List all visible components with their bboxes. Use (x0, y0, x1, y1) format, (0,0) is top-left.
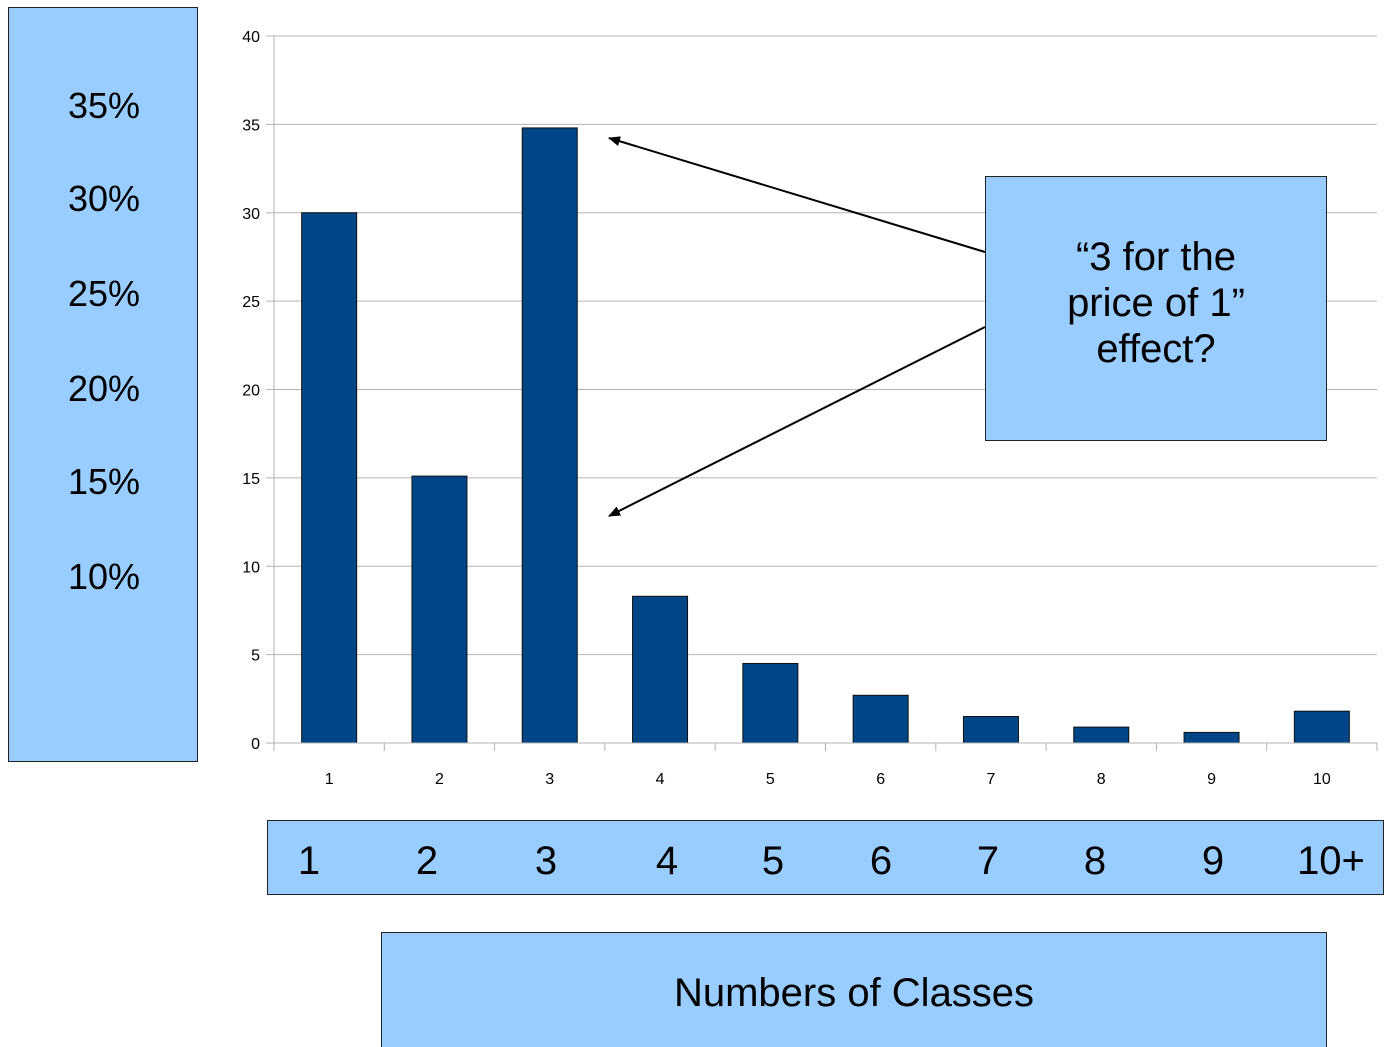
bar-9 (1183, 731, 1240, 744)
bar-1 (301, 212, 358, 744)
category-label: 7 (976, 839, 1000, 883)
bar-7 (962, 715, 1019, 744)
axes (266, 35, 1378, 751)
category-label: 6 (869, 839, 893, 883)
category-label: 3 (534, 839, 558, 883)
percent-label: 25% (67, 273, 141, 314)
category-label: 4 (655, 839, 679, 883)
y-tick-label: 35 (242, 117, 260, 134)
bars (301, 127, 1350, 744)
x-tick-label: 8 (1097, 771, 1106, 788)
category-label: 1 (297, 839, 321, 883)
y-tick-label: 20 (242, 383, 260, 400)
annotation-text: “3 for the price of 1” effect? (1067, 235, 1245, 371)
y-tick-label: 30 (242, 206, 260, 223)
bar-2 (411, 475, 468, 744)
percent-label: 35% (67, 85, 141, 126)
x-tick-label: 7 (986, 771, 995, 788)
annotation-box: “3 for the price of 1” effect? (985, 176, 1327, 441)
x-tick-label: 1 (325, 771, 334, 788)
category-label: 10+ (1297, 839, 1365, 883)
percent-label: 15% (67, 461, 141, 502)
y-tick-label: 0 (251, 736, 260, 753)
bar-4 (632, 595, 689, 744)
x-tick-label: 6 (876, 771, 885, 788)
x-tick-label: 4 (656, 771, 665, 788)
y-tick-label: 15 (242, 471, 260, 488)
x-tick-label: 5 (766, 771, 775, 788)
bar-10 (1293, 710, 1350, 744)
x-tick-label: 10 (1313, 771, 1331, 788)
y-tick-label: 25 (242, 294, 260, 311)
y-tick-label: 40 (242, 29, 260, 46)
bar-6 (852, 694, 909, 744)
bar-3 (521, 127, 578, 744)
x-tick-label: 3 (545, 771, 554, 788)
percent-label: 10% (67, 556, 141, 597)
category-scale-box: 1 2 3 4 5 6 7 8 9 10+ (267, 820, 1384, 895)
percent-label: 20% (67, 368, 141, 409)
x-tick-label: 2 (435, 771, 444, 788)
category-label: 8 (1083, 839, 1107, 883)
y-tick-label: 5 (251, 648, 260, 665)
percent-scale-box: 35% 30% 25% 20% 15% 10% (8, 7, 198, 762)
bar-8 (1073, 726, 1130, 744)
category-label: 9 (1201, 839, 1225, 883)
y-tick-label: 10 (242, 559, 260, 576)
tick-labels: 0 5 10 15 20 25 30 35 40 1 2 3 4 5 6 7 8 9 10 (242, 29, 1331, 788)
bar-5 (742, 662, 799, 744)
x-axis-title: Numbers of Classes (673, 971, 1035, 1015)
x-axis-title-box: Numbers of Classes (381, 932, 1327, 1047)
x-tick-label: 9 (1207, 771, 1216, 788)
percent-label: 30% (67, 178, 141, 219)
category-label: 2 (415, 839, 439, 883)
category-label: 5 (761, 839, 785, 883)
